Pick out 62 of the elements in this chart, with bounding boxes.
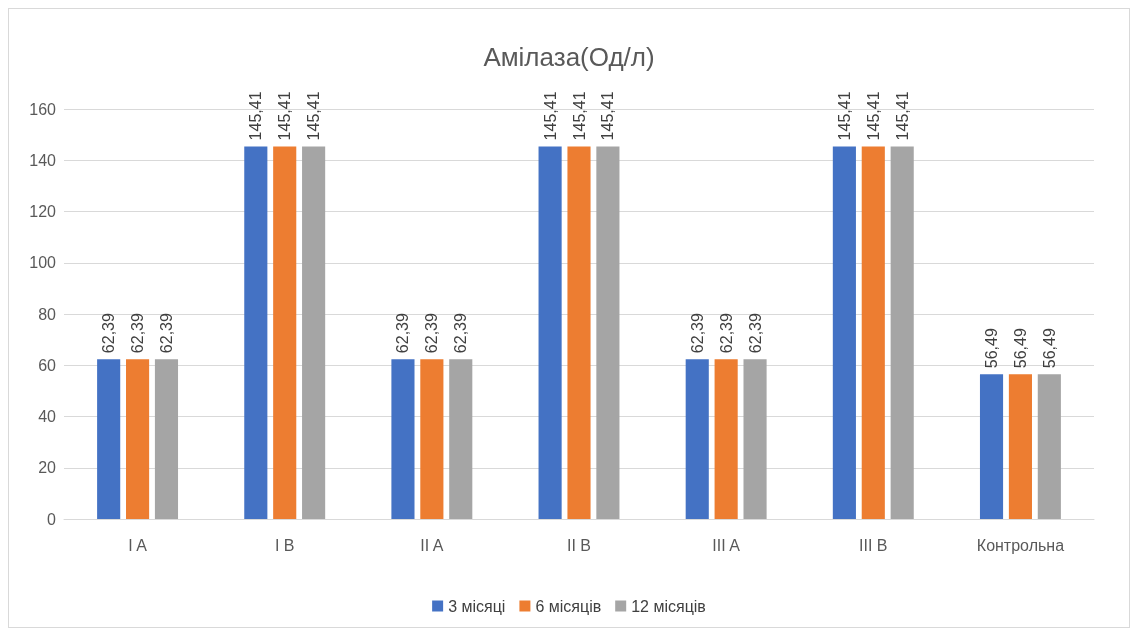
y-tick-label: 0 [47, 510, 57, 528]
bar [420, 359, 444, 519]
data-label: 56,49 [1011, 328, 1029, 369]
bar [832, 146, 856, 519]
x-tick-label: I A [128, 536, 148, 554]
data-label: 62,39 [157, 312, 175, 354]
bar [714, 359, 738, 519]
data-label: 62,39 [688, 312, 706, 354]
x-tick-label: III A [712, 536, 741, 554]
y-tick-label: 100 [29, 254, 57, 272]
bar [567, 146, 591, 519]
bar [685, 359, 709, 519]
y-tick-label: 40 [38, 408, 57, 425]
x-tick-label: III B [859, 536, 888, 554]
chart-title: Амілаза(Од/л) [483, 42, 655, 72]
y-tick-label: 60 [38, 356, 57, 374]
data-label: 145,41 [570, 91, 588, 141]
bar [538, 146, 562, 519]
x-tick-label: Контрольна [976, 536, 1065, 554]
y-tick-label: 160 [29, 100, 57, 118]
bar [391, 359, 415, 519]
legend-label: 3 місяці [448, 597, 506, 615]
bar [1037, 374, 1061, 519]
bar [596, 146, 620, 519]
data-label: 145,41 [599, 91, 617, 141]
data-label: 145,41 [893, 91, 911, 141]
data-label: 145,41 [835, 91, 853, 141]
data-label: 62,39 [129, 312, 147, 354]
data-label: 62,39 [746, 312, 764, 354]
bar [244, 146, 268, 519]
bar [97, 359, 121, 519]
data-label: 62,39 [423, 312, 441, 354]
data-label: 56,49 [1040, 328, 1058, 369]
data-label: 62,39 [717, 312, 735, 354]
y-tick-label: 120 [29, 203, 57, 220]
data-label: 145,41 [247, 91, 265, 141]
data-label: 145,41 [541, 91, 559, 141]
x-tick-label: II B [566, 536, 592, 554]
data-label: 145,41 [864, 91, 882, 141]
data-label: 62,39 [452, 312, 470, 354]
y-tick-label: 140 [29, 151, 57, 169]
bar [273, 146, 297, 519]
bar [154, 359, 179, 519]
bar [890, 146, 914, 519]
bar [449, 359, 473, 519]
bar [302, 146, 326, 519]
bar [861, 146, 885, 519]
bar [743, 359, 767, 519]
x-tick-label: II A [420, 536, 444, 554]
data-label: 145,41 [305, 91, 323, 141]
legend-label: 12 місяців [631, 597, 706, 615]
bar [126, 359, 150, 519]
bar [1008, 374, 1032, 519]
bar [979, 374, 1004, 519]
y-tick-label: 80 [38, 305, 57, 323]
data-label: 145,41 [276, 91, 294, 141]
data-label: 62,39 [100, 312, 118, 354]
x-tick-label: I B [274, 536, 295, 554]
data-label: 56,49 [983, 328, 1001, 369]
y-tick-label: 20 [38, 459, 57, 477]
legend-label: 6 місяців [535, 597, 602, 615]
data-label: 62,39 [394, 312, 412, 354]
